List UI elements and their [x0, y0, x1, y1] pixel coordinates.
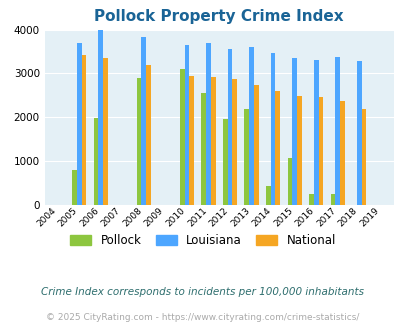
- Bar: [253, 85, 258, 205]
- Bar: [94, 118, 98, 205]
- Bar: [136, 78, 141, 205]
- Bar: [98, 30, 103, 205]
- Bar: [103, 58, 108, 205]
- Bar: [308, 194, 313, 205]
- Bar: [296, 96, 301, 205]
- Bar: [222, 119, 227, 205]
- Bar: [146, 65, 151, 205]
- Bar: [265, 186, 270, 205]
- Bar: [270, 53, 275, 205]
- Bar: [210, 77, 215, 205]
- Bar: [356, 61, 361, 205]
- Bar: [227, 49, 232, 205]
- Bar: [206, 43, 210, 205]
- Bar: [335, 57, 339, 205]
- Bar: [287, 158, 292, 205]
- Bar: [77, 43, 81, 205]
- Bar: [141, 37, 146, 205]
- Text: Crime Index corresponds to incidents per 100,000 inhabitants: Crime Index corresponds to incidents per…: [41, 287, 364, 297]
- Bar: [232, 79, 237, 205]
- Bar: [201, 93, 206, 205]
- Legend: Pollock, Louisiana, National: Pollock, Louisiana, National: [65, 229, 340, 251]
- Bar: [313, 60, 318, 205]
- Bar: [318, 97, 322, 205]
- Bar: [81, 55, 86, 205]
- Bar: [339, 101, 344, 205]
- Bar: [292, 58, 296, 205]
- Bar: [244, 109, 249, 205]
- Bar: [275, 91, 279, 205]
- Bar: [189, 76, 194, 205]
- Bar: [179, 69, 184, 205]
- Title: Pollock Property Crime Index: Pollock Property Crime Index: [94, 9, 343, 24]
- Bar: [72, 170, 77, 205]
- Bar: [361, 109, 366, 205]
- Bar: [184, 45, 189, 205]
- Text: © 2025 CityRating.com - https://www.cityrating.com/crime-statistics/: © 2025 CityRating.com - https://www.city…: [46, 313, 359, 322]
- Bar: [330, 194, 335, 205]
- Bar: [249, 47, 253, 205]
